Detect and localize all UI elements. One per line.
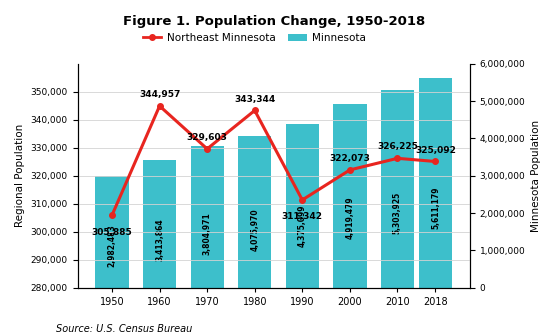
Northeast Minnesota [299,198,306,202]
Bar [419,78,452,287]
Text: 326,225: 326,225 [377,142,418,151]
Text: 344,957: 344,957 [139,90,180,99]
Text: 322,073: 322,073 [329,154,370,163]
Text: Source: U.S. Census Bureau: Source: U.S. Census Bureau [56,324,192,334]
Text: 5,303,925: 5,303,925 [393,191,402,233]
Text: 343,344: 343,344 [234,94,275,104]
Bar [333,104,366,287]
Text: 4,075,970: 4,075,970 [250,208,259,251]
Bar [238,136,271,287]
Bar [143,160,176,287]
Text: 2,982,483: 2,982,483 [107,224,117,267]
Northeast Minnesota [432,159,439,163]
Text: 5,611,179: 5,611,179 [431,187,440,229]
Line: Northeast Minnesota: Northeast Minnesota [109,103,438,218]
Text: 3,804,971: 3,804,971 [202,212,212,255]
Bar [96,177,128,287]
Y-axis label: Minnesota Population: Minnesota Population [531,120,541,232]
Text: 329,603: 329,603 [187,133,227,142]
Bar [191,146,224,287]
Text: 311,342: 311,342 [282,212,323,221]
Y-axis label: Regional Population: Regional Population [15,124,25,227]
Text: 4,375,099: 4,375,099 [298,204,307,247]
Text: 325,092: 325,092 [415,145,456,154]
Title: Figure 1. Population Change, 1950-2018: Figure 1. Population Change, 1950-2018 [123,15,425,28]
Bar [286,125,319,287]
Northeast Minnesota [251,109,258,113]
Northeast Minnesota [394,156,401,160]
Text: 3,413,864: 3,413,864 [155,218,164,261]
Text: 4,919,479: 4,919,479 [345,197,354,239]
Northeast Minnesota [346,168,353,172]
Northeast Minnesota [156,104,163,108]
Bar [381,90,414,287]
Northeast Minnesota [204,147,211,151]
Legend: Northeast Minnesota, Minnesota: Northeast Minnesota, Minnesota [138,29,370,47]
Text: 305,885: 305,885 [92,228,132,237]
Northeast Minnesota [108,213,115,217]
